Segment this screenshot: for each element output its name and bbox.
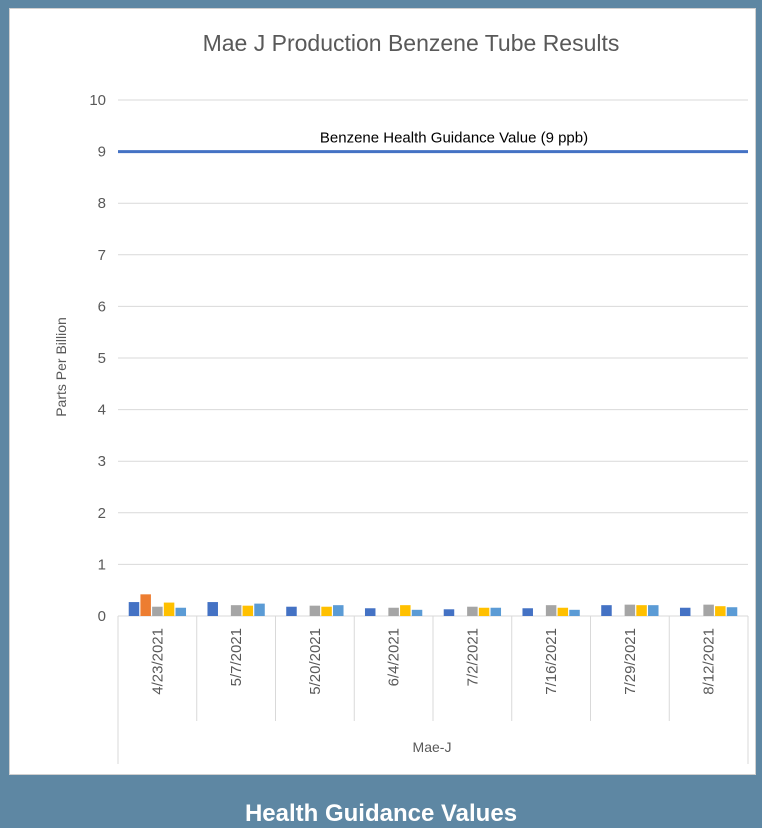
bar-6-4 [648,605,659,616]
y-tick-label-5: 5 [98,350,106,367]
y-tick-label-4: 4 [98,402,106,419]
chart-title: Mae J Production Benzene Tube Results [203,30,620,56]
bar-2-4 [333,605,344,616]
bar-1-2 [230,605,242,616]
bar-4-2 [467,606,478,616]
bar-5-3 [557,607,569,616]
x-tick-label-5: 7/16/2021 [543,628,560,695]
bar-1-4 [254,603,265,616]
y-tick-label-9: 9 [98,144,106,161]
x-tick-label-7: 8/12/2021 [701,628,718,695]
bar-2-0 [286,606,297,616]
bar-7-0 [679,607,691,616]
chart-panel: Mae J Production Benzene Tube Results Be… [9,8,756,775]
y-tick-label-0: 0 [98,608,106,625]
y-tick-label-3: 3 [98,453,106,470]
bar-6-3 [636,605,647,616]
chart-svg: Mae J Production Benzene Tube Results Be… [53,30,749,764]
x-tick-label-2: 5/20/2021 [307,628,324,695]
x-group-label: Mae-J [413,739,452,755]
bar-6-0 [601,605,612,616]
y-tick-label-10: 10 [89,92,106,109]
bar-5-2 [545,605,557,616]
grid-layer [118,99,748,617]
x-tick-label-4: 7/2/2021 [464,628,481,686]
bar-0-0 [128,602,140,616]
reference-layer: Benzene Health Guidance Value (9 ppb) [118,130,748,154]
bar-4-4 [490,607,502,616]
x-tick-label-1: 5/7/2021 [228,628,245,686]
bar-7-3 [715,606,726,616]
bar-7-2 [703,604,714,616]
bar-4-3 [478,607,490,616]
bar-3-4 [411,609,423,616]
bar-0-2 [152,606,163,616]
x-tick-label-3: 6/4/2021 [386,628,403,686]
bar-0-4 [175,607,187,616]
y-tick-label-1: 1 [98,556,106,573]
bar-5-0 [522,608,533,616]
y-axis-title: Parts Per Billion [53,317,69,417]
x-tick-label-0: 4/23/2021 [149,628,166,695]
y-tick-label-2: 2 [98,505,106,522]
bar-0-1 [140,594,151,616]
y-tick-label-7: 7 [98,247,106,264]
bar-2-2 [309,605,321,616]
bar-0-3 [163,602,175,616]
bar-7-4 [726,607,738,616]
reference-line-label: Benzene Health Guidance Value (9 ppb) [320,130,588,147]
bar-3-2 [388,607,399,616]
bar-3-0 [364,608,376,616]
bar-5-4 [569,609,580,616]
bar-1-0 [207,602,218,616]
bar-1-3 [242,605,254,616]
x-tick-label-6: 7/29/2021 [622,628,639,695]
axis-layer: 0 1 2 3 4 5 6 7 8 9 10 4/23/2021 5/7/2021 5/20/2021 6/… [89,92,749,764]
bars-layer [128,594,738,616]
bar-2-3 [321,606,332,616]
bar-3-3 [400,605,411,616]
bar-6-2 [624,604,636,616]
y-tick-label-6: 6 [98,298,106,315]
bar-4-0 [443,609,455,616]
y-tick-label-8: 8 [98,195,106,212]
footer-caption: Health Guidance Values [244,800,518,827]
